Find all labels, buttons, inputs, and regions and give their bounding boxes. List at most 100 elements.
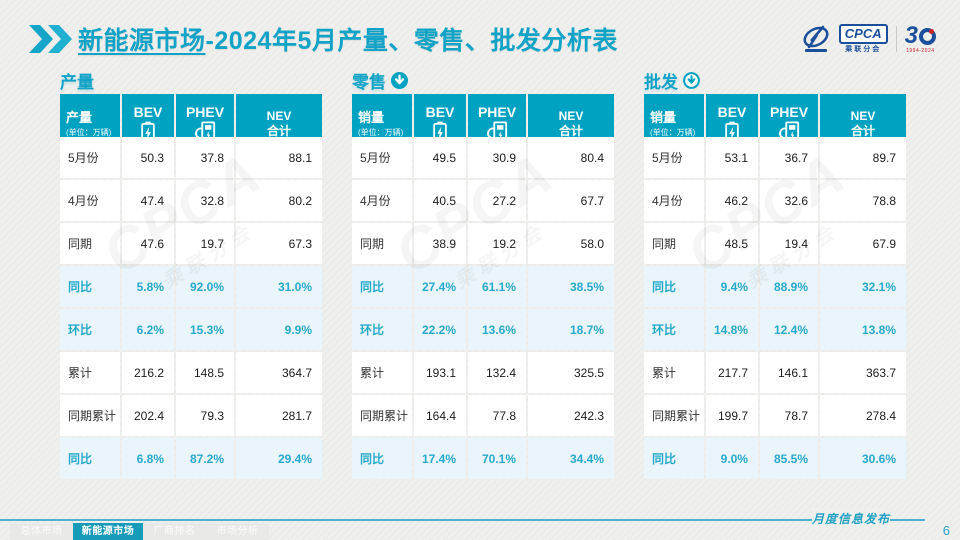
cpca-logo: CPCA 乘联分会 xyxy=(838,24,888,54)
cell-value: 13.8% xyxy=(820,309,906,350)
row-label: 同期 xyxy=(644,223,704,264)
column-label: BEV xyxy=(425,104,455,120)
cell-value: 22.2% xyxy=(414,309,466,350)
section-title: 零售 xyxy=(352,72,386,92)
column-label: BEV xyxy=(133,104,163,120)
cell-value: 364.7 xyxy=(236,352,322,393)
cell-value: 202.4 xyxy=(122,395,174,436)
cell-value: 80.2 xyxy=(236,180,322,221)
column-label: PHEV xyxy=(185,104,225,120)
cell-value: 78.7 xyxy=(760,395,818,436)
section-header: 产量 xyxy=(60,68,322,92)
page-title: 新能源市场-2024年5月产量、零售、批发分析表 xyxy=(78,21,618,57)
row-label: 5月份 xyxy=(352,137,412,178)
row-label: 同比 xyxy=(60,266,120,307)
cell-value: 47.4 xyxy=(122,180,174,221)
cell-value: 6.2% xyxy=(122,309,174,350)
row-label: 同期累计 xyxy=(352,395,412,436)
cell-value: 30.9 xyxy=(468,137,526,178)
cell-value: 19.7 xyxy=(176,223,234,264)
cell-value: 36.7 xyxy=(760,137,818,178)
corner-title: 销量 xyxy=(650,110,677,126)
cell-value: 27.4% xyxy=(414,266,466,307)
cell-value: 88.9% xyxy=(760,266,818,307)
cpca-wordmark: CPCA xyxy=(838,24,888,44)
cell-value: 132.4 xyxy=(468,352,526,393)
cell-value: 199.7 xyxy=(706,395,758,436)
footer-tab-bar: 总体市场 新能源市场 厂商排名 市场分析 xyxy=(10,523,269,540)
section-title: 批发 xyxy=(644,72,678,92)
footer-tab-新能源市场[interactable]: 新能源市场 xyxy=(73,523,143,540)
cell-value: 77.8 xyxy=(468,395,526,436)
cell-value: 5.8% xyxy=(122,266,174,307)
cell-value: 278.4 xyxy=(820,395,906,436)
footer-tab-总体市场[interactable]: 总体市场 xyxy=(10,523,73,540)
row-label: 同期累计 xyxy=(60,395,120,436)
column-label-line: 合计 xyxy=(558,124,583,138)
data-table: 销量 (单位：万辆) BEV PHEV NEV 合计 5月份 49.5 30.9 80.4 4月份 4… xyxy=(352,94,614,479)
footer-tab-厂商排名[interactable]: 厂商排名 xyxy=(143,523,206,540)
row-label: 5月份 xyxy=(60,137,120,178)
row-label: 同比 xyxy=(352,438,412,479)
table-section-产量: 产量 产量 (单位：万辆) BEV PHEV NEV 合计 5月份 50.3 37.8 88.1 4月… xyxy=(60,68,322,479)
row-label: 同比 xyxy=(352,266,412,307)
anniversary-ring-icon xyxy=(919,27,936,45)
cell-value: 363.7 xyxy=(820,352,906,393)
footer-divider-line xyxy=(0,519,925,521)
cell-value: 193.1 xyxy=(414,352,466,393)
row-label: 环比 xyxy=(60,309,120,350)
cell-value: 38.9 xyxy=(414,223,466,264)
column-label-line: 合计 xyxy=(850,124,875,138)
cell-value: 70.1% xyxy=(468,438,526,479)
cell-value: 67.3 xyxy=(236,223,322,264)
cell-value: 67.7 xyxy=(528,180,614,221)
row-label: 环比 xyxy=(352,309,412,350)
anniversary-years: 1994-2024 xyxy=(906,48,935,54)
logo-divider xyxy=(895,26,897,52)
footer-tab-市场分析[interactable]: 市场分析 xyxy=(206,523,269,540)
cell-value: 32.8 xyxy=(176,180,234,221)
row-label: 5月份 xyxy=(644,137,704,178)
column-label-line: NEV xyxy=(850,109,876,123)
cell-value: 9.9% xyxy=(236,309,322,350)
footer-script-text: 月度信息发布 xyxy=(812,508,890,529)
cell-value: 17.4% xyxy=(414,438,466,479)
page-title-rest: -2024年5月产量、零售、批发分析表 xyxy=(205,27,618,55)
cell-value: 217.7 xyxy=(706,352,758,393)
down-arrow-filled-icon xyxy=(391,71,408,89)
cell-value: 53.1 xyxy=(706,137,758,178)
column-label-line: NEV xyxy=(558,109,584,123)
cell-value: 89.7 xyxy=(820,137,906,178)
row-label: 同比 xyxy=(644,266,704,307)
row-label: 4月份 xyxy=(352,180,412,221)
cell-value: 148.5 xyxy=(176,352,234,393)
cell-value: 216.2 xyxy=(122,352,174,393)
table-section-批发: 批发 销量 (单位：万辆) BEV PHEV NEV 合计 5月份 53.1 36.7 89.7 4月… xyxy=(644,68,906,479)
cell-value: 37.8 xyxy=(176,137,234,178)
cell-value: 242.3 xyxy=(528,395,614,436)
row-label: 4月份 xyxy=(644,180,704,221)
cell-value: 164.4 xyxy=(414,395,466,436)
logo-zone: CPCA 乘联分会 3 1994-2024 xyxy=(801,24,936,54)
cell-value: 281.7 xyxy=(236,395,322,436)
cell-value: 29.4% xyxy=(236,438,322,479)
cell-value: 46.2 xyxy=(706,180,758,221)
cell-value: 325.5 xyxy=(528,352,614,393)
cpca-emblem-icon xyxy=(803,25,829,52)
cell-value: 32.1% xyxy=(820,266,906,307)
cell-value: 9.4% xyxy=(706,266,758,307)
cell-value: 146.1 xyxy=(760,352,818,393)
column-label-line: NEV xyxy=(266,109,292,123)
cell-value: 78.8 xyxy=(820,180,906,221)
row-label: 同期累计 xyxy=(644,395,704,436)
cell-value: 19.2 xyxy=(468,223,526,264)
page-title-highlight: 新能源市场 xyxy=(78,27,206,55)
cell-value: 88.1 xyxy=(236,137,322,178)
cell-value: 9.0% xyxy=(706,438,758,479)
cell-value: 14.8% xyxy=(706,309,758,350)
cell-value: 87.2% xyxy=(176,438,234,479)
row-label: 同期 xyxy=(352,223,412,264)
cell-value: 32.6 xyxy=(760,180,818,221)
section-title: 产量 xyxy=(60,72,94,92)
cell-value: 61.1% xyxy=(468,266,526,307)
